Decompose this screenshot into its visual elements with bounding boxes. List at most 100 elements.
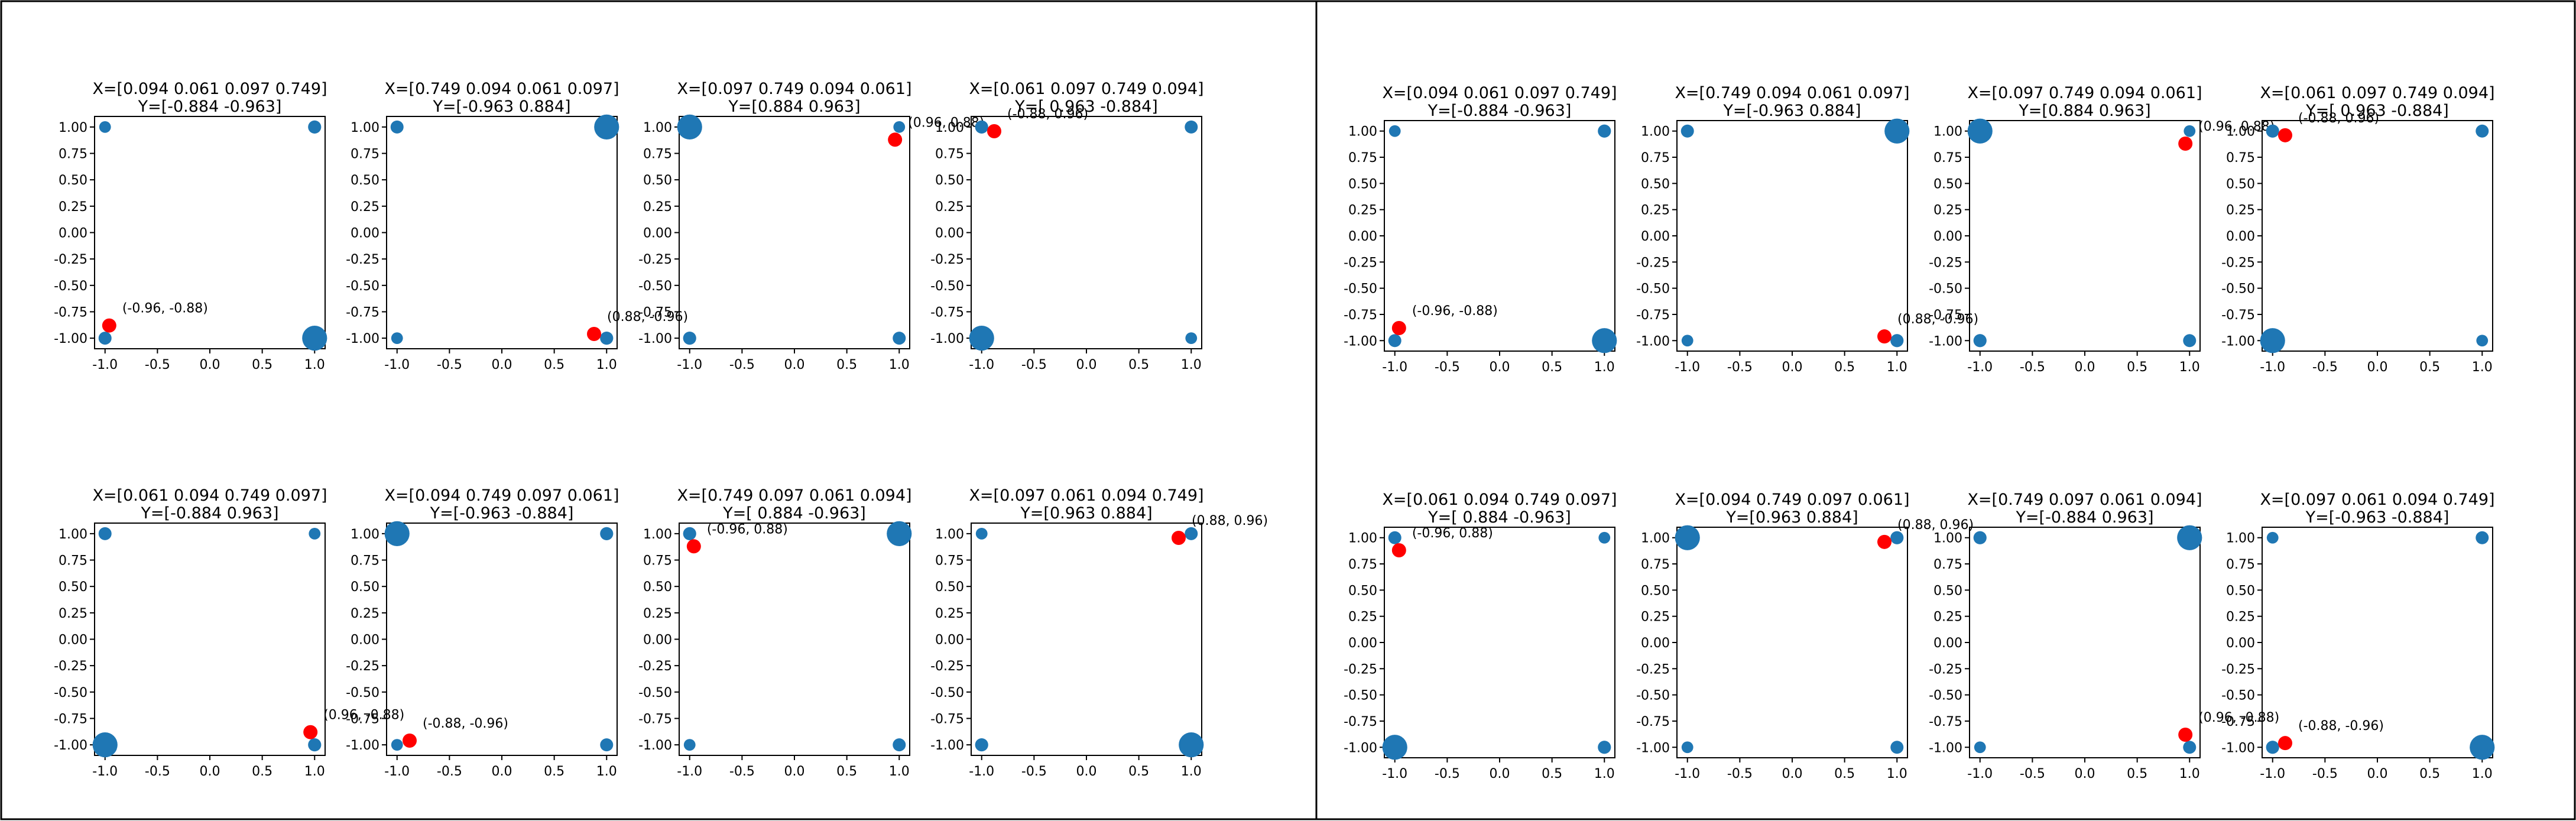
x-tick-label: 0.0	[784, 358, 805, 372]
y-tick-label: 0.00	[935, 633, 964, 648]
subplot-title-line2: Y=[-0.884 0.963]	[2015, 508, 2153, 527]
y-tick-label: -0.75	[930, 712, 964, 726]
subplot-title-line2: Y=[-0.963 0.884]	[1722, 102, 1861, 120]
y-tick-label: -0.25	[2221, 662, 2255, 677]
subplot-left-1-2: X=[0.749 0.097 0.061 0.094]Y=[ 0.884 -0.…	[638, 486, 912, 779]
x-tick-label: -0.5	[2312, 767, 2338, 781]
corner-point	[1598, 531, 1611, 544]
corner-point	[1890, 334, 1904, 348]
y-tick-label: -0.25	[346, 252, 379, 267]
x-tick-label: 0.5	[2127, 767, 2147, 781]
x-tick-label: -0.5	[437, 764, 462, 779]
y-tick-label: -0.25	[2221, 255, 2255, 270]
x-tick-label: 1.0	[889, 764, 910, 779]
highlight-point	[686, 539, 701, 554]
y-tick-label: 1.00	[935, 527, 964, 542]
x-tick-label: -1.0	[1675, 360, 1700, 375]
y-tick-label: -0.25	[1636, 662, 1670, 677]
highlight-point	[403, 733, 417, 748]
y-tick-label: -0.25	[1344, 255, 1377, 270]
y-tick-label: -0.75	[2221, 715, 2255, 729]
y-tick-label: 1.00	[351, 121, 379, 135]
y-tick-label: 0.25	[1348, 203, 1377, 218]
y-tick-label: -1.00	[1344, 741, 1377, 755]
y-tick-label: 0.50	[1348, 583, 1377, 598]
subplot-left-0-1: X=[0.749 0.094 0.061 0.097]Y=[-0.963 0.8…	[346, 80, 688, 372]
x-tick-label: 0.5	[1834, 360, 1855, 375]
highlight-point	[888, 132, 903, 147]
y-tick-label: -1.00	[1636, 334, 1670, 349]
corner-point	[2476, 335, 2489, 347]
y-tick-label: -0.75	[1636, 308, 1670, 323]
y-tick-label: 0.50	[1348, 177, 1377, 192]
x-tick-label: 1.0	[889, 358, 910, 372]
x-tick-label: 0.0	[2367, 360, 2388, 375]
highlight-point	[303, 725, 318, 739]
x-tick-label: -0.5	[2020, 360, 2045, 375]
x-tick-label: -1.0	[1967, 360, 1993, 375]
y-tick-label: -1.00	[1636, 741, 1670, 755]
y-tick-label: 1.00	[1641, 125, 1670, 139]
y-tick-label: 0.50	[935, 580, 964, 595]
y-tick-label: -0.50	[1344, 282, 1377, 297]
y-tick-label: -1.00	[1344, 334, 1377, 349]
corner-point	[2184, 125, 2196, 137]
y-tick-label: -0.75	[346, 305, 379, 320]
y-tick-label: 0.00	[1641, 636, 1670, 651]
y-tick-label: 0.75	[2226, 151, 2255, 166]
y-tick-label: 0.25	[935, 200, 964, 215]
y-tick-label: -0.25	[54, 659, 87, 674]
subplot-right-0-0: X=[0.094 0.061 0.097 0.749]Y=[-0.884 -0.…	[1344, 84, 1617, 375]
y-tick-label: 0.75	[59, 554, 87, 569]
x-tick-label: -1.0	[1382, 767, 1407, 781]
subplot-title-line1: X=[0.097 0.749 0.094 0.061]	[677, 80, 911, 98]
x-tick-label: 0.5	[1542, 360, 1562, 375]
y-tick-label: 1.00	[1348, 531, 1377, 546]
x-tick-label: 1.0	[596, 764, 617, 779]
y-tick-label: 0.00	[351, 633, 379, 648]
corner-point	[1185, 120, 1198, 134]
y-tick-label: 0.25	[59, 606, 87, 621]
y-tick-label: 0.75	[2226, 557, 2255, 572]
corner-point	[1179, 732, 1204, 758]
y-tick-label: 0.75	[59, 147, 87, 162]
corner-point	[308, 738, 322, 752]
x-tick-label: 0.0	[2075, 360, 2095, 375]
highlight-point	[987, 124, 1001, 139]
corner-point	[1388, 531, 1401, 544]
y-tick-label: -0.25	[1636, 255, 1670, 270]
corner-point	[2183, 334, 2197, 348]
x-tick-label: 0.0	[200, 358, 220, 372]
corner-point	[302, 326, 327, 351]
subplot-title-line2: Y=[0.963 0.884]	[1020, 504, 1152, 523]
y-tick-label: -0.50	[1636, 689, 1670, 703]
x-tick-label: -0.5	[729, 358, 755, 372]
y-tick-label: -0.75	[54, 712, 87, 726]
y-tick-label: 0.50	[643, 580, 672, 595]
highlight-point	[1877, 329, 1892, 344]
x-tick-label: 0.5	[1128, 764, 1149, 779]
y-tick-label: 1.00	[1933, 531, 1962, 546]
x-tick-label: 0.5	[836, 764, 857, 779]
y-tick-label: 0.75	[1933, 151, 1962, 166]
y-tick-label: 0.00	[59, 226, 87, 241]
corner-point	[92, 732, 118, 758]
x-tick-label: 1.0	[2179, 767, 2200, 781]
corner-point	[1974, 741, 1986, 754]
y-tick-label: 0.25	[1933, 203, 1962, 218]
corner-point	[1890, 741, 1904, 754]
subplot-title-line1: X=[0.061 0.097 0.749 0.094]	[969, 80, 1203, 98]
y-tick-label: 0.75	[1641, 557, 1670, 572]
x-tick-label: -1.0	[677, 764, 702, 779]
y-tick-label: -1.00	[1929, 741, 1962, 755]
x-tick-label: -0.5	[2020, 767, 2045, 781]
corner-point	[2260, 328, 2285, 353]
y-tick-label: 0.50	[2226, 583, 2255, 598]
highlight-point-label: (0.88, 0.96)	[1897, 518, 1974, 533]
y-tick-label: 0.50	[59, 173, 87, 188]
y-tick-label: -0.50	[1344, 689, 1377, 703]
x-tick-label: 1.0	[304, 358, 325, 372]
subplot-right-1-3: X=[0.097 0.061 0.094 0.749]Y=[-0.963 -0.…	[2221, 491, 2495, 781]
x-tick-label: 0.0	[784, 764, 805, 779]
subplot-left-1-1: X=[0.094 0.749 0.097 0.061]Y=[-0.963 -0.…	[346, 486, 619, 779]
